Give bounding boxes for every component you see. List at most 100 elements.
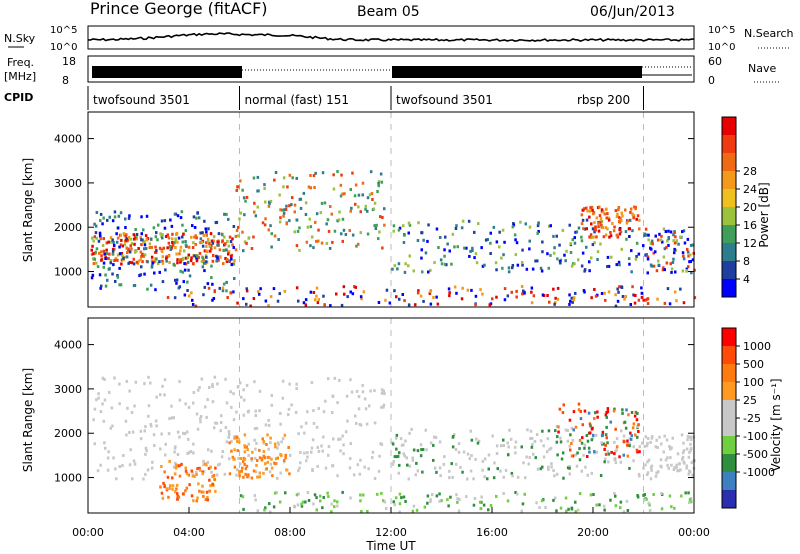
power-cell <box>139 273 143 277</box>
power-cell <box>210 264 213 268</box>
velocity-cell <box>438 499 441 503</box>
power-cell <box>98 231 102 235</box>
power-cell <box>95 211 99 214</box>
velocity-cell <box>233 465 237 469</box>
velocity-cell <box>524 476 527 480</box>
velocity-cell <box>675 465 678 469</box>
power-cell <box>166 246 169 250</box>
velocity-cell <box>198 386 201 389</box>
power-cell <box>634 257 638 261</box>
power-cell <box>679 235 682 239</box>
power-cell <box>270 232 273 236</box>
power-cell <box>176 240 179 244</box>
power-cell <box>671 260 675 264</box>
power-cell <box>320 241 324 245</box>
velocity-cell <box>208 386 211 389</box>
velocity-cell <box>585 434 589 437</box>
velocity-cell <box>246 410 250 414</box>
power-cell <box>113 243 116 247</box>
power-panel-frame <box>87 111 695 308</box>
power-cell <box>637 298 641 302</box>
power-cell <box>317 298 320 302</box>
velocity-cell <box>416 469 420 473</box>
velocity-cell <box>198 468 202 472</box>
power-cell <box>211 259 215 263</box>
power-cell <box>383 207 386 211</box>
power-cell <box>682 301 686 305</box>
velocity-cell <box>114 467 117 471</box>
power-cell <box>158 270 161 274</box>
power-cell <box>155 231 158 235</box>
velocity-cell <box>274 462 277 466</box>
power-cell <box>607 264 611 268</box>
power-cell <box>232 246 235 249</box>
velocity-cell <box>178 435 181 439</box>
velocity-cell <box>303 431 306 435</box>
velocity-cell <box>215 473 219 477</box>
velocity-cell <box>163 378 167 382</box>
velocity-cell <box>358 423 362 426</box>
power-cell <box>94 250 97 254</box>
power-cell <box>392 229 395 233</box>
power-cell <box>546 252 549 256</box>
freq-left-tick-bottom: 8 <box>62 74 69 87</box>
colorbar-cell <box>722 153 736 172</box>
power-cell <box>171 232 174 236</box>
velocity-cell <box>147 414 150 418</box>
power-cell <box>172 262 175 266</box>
velocity-cell <box>176 464 180 468</box>
beam-label: Beam 05 <box>357 4 420 20</box>
power-cell <box>351 292 355 296</box>
y-tick-label: 1000 <box>54 266 82 279</box>
power-cell <box>350 206 353 210</box>
velocity-cell <box>425 448 428 452</box>
velocity-cell <box>600 441 603 445</box>
power-cell <box>328 246 332 250</box>
power-cell <box>621 214 624 218</box>
power-cell <box>191 224 194 228</box>
velocity-cell <box>348 466 352 470</box>
velocity-colorbar-title: Velocity [m s⁻¹] <box>769 378 783 471</box>
velocity-cell <box>632 445 635 449</box>
velocity-cell <box>686 434 690 438</box>
power-cell <box>91 257 95 261</box>
power-cell <box>227 217 230 221</box>
power-cell <box>355 244 358 248</box>
power-cell <box>592 235 595 239</box>
power-cell <box>92 252 95 256</box>
power-cell <box>194 234 197 238</box>
power-cell <box>392 224 396 228</box>
velocity-cell <box>176 497 179 501</box>
velocity-cell <box>595 450 599 454</box>
velocity-cell <box>199 420 202 424</box>
power-cell <box>359 210 362 214</box>
power-cell <box>388 301 392 305</box>
velocity-cell <box>281 437 285 441</box>
velocity-cell <box>295 382 298 386</box>
power-cell <box>682 254 685 258</box>
velocity-cell <box>615 445 619 449</box>
power-cell <box>646 233 649 237</box>
velocity-cell <box>254 409 257 413</box>
velocity-cell <box>199 415 203 418</box>
power-cell <box>163 226 167 230</box>
power-cell <box>604 298 607 302</box>
power-cell <box>113 259 116 262</box>
power-cell <box>273 178 276 182</box>
power-cell <box>381 246 384 250</box>
power-cell <box>221 239 224 243</box>
power-cell <box>602 235 606 239</box>
velocity-cell <box>165 487 169 491</box>
velocity-cell <box>486 477 489 481</box>
power-cell <box>377 181 380 185</box>
velocity-cell <box>455 493 458 497</box>
power-cell <box>638 218 641 222</box>
velocity-cell <box>252 469 256 473</box>
velocity-cell <box>178 464 181 468</box>
velocity-cell <box>163 393 166 397</box>
velocity-cell <box>202 494 205 498</box>
velocity-cell <box>635 448 639 452</box>
power-cell <box>580 239 584 243</box>
power-cell <box>148 246 152 249</box>
power-cell <box>377 301 381 304</box>
